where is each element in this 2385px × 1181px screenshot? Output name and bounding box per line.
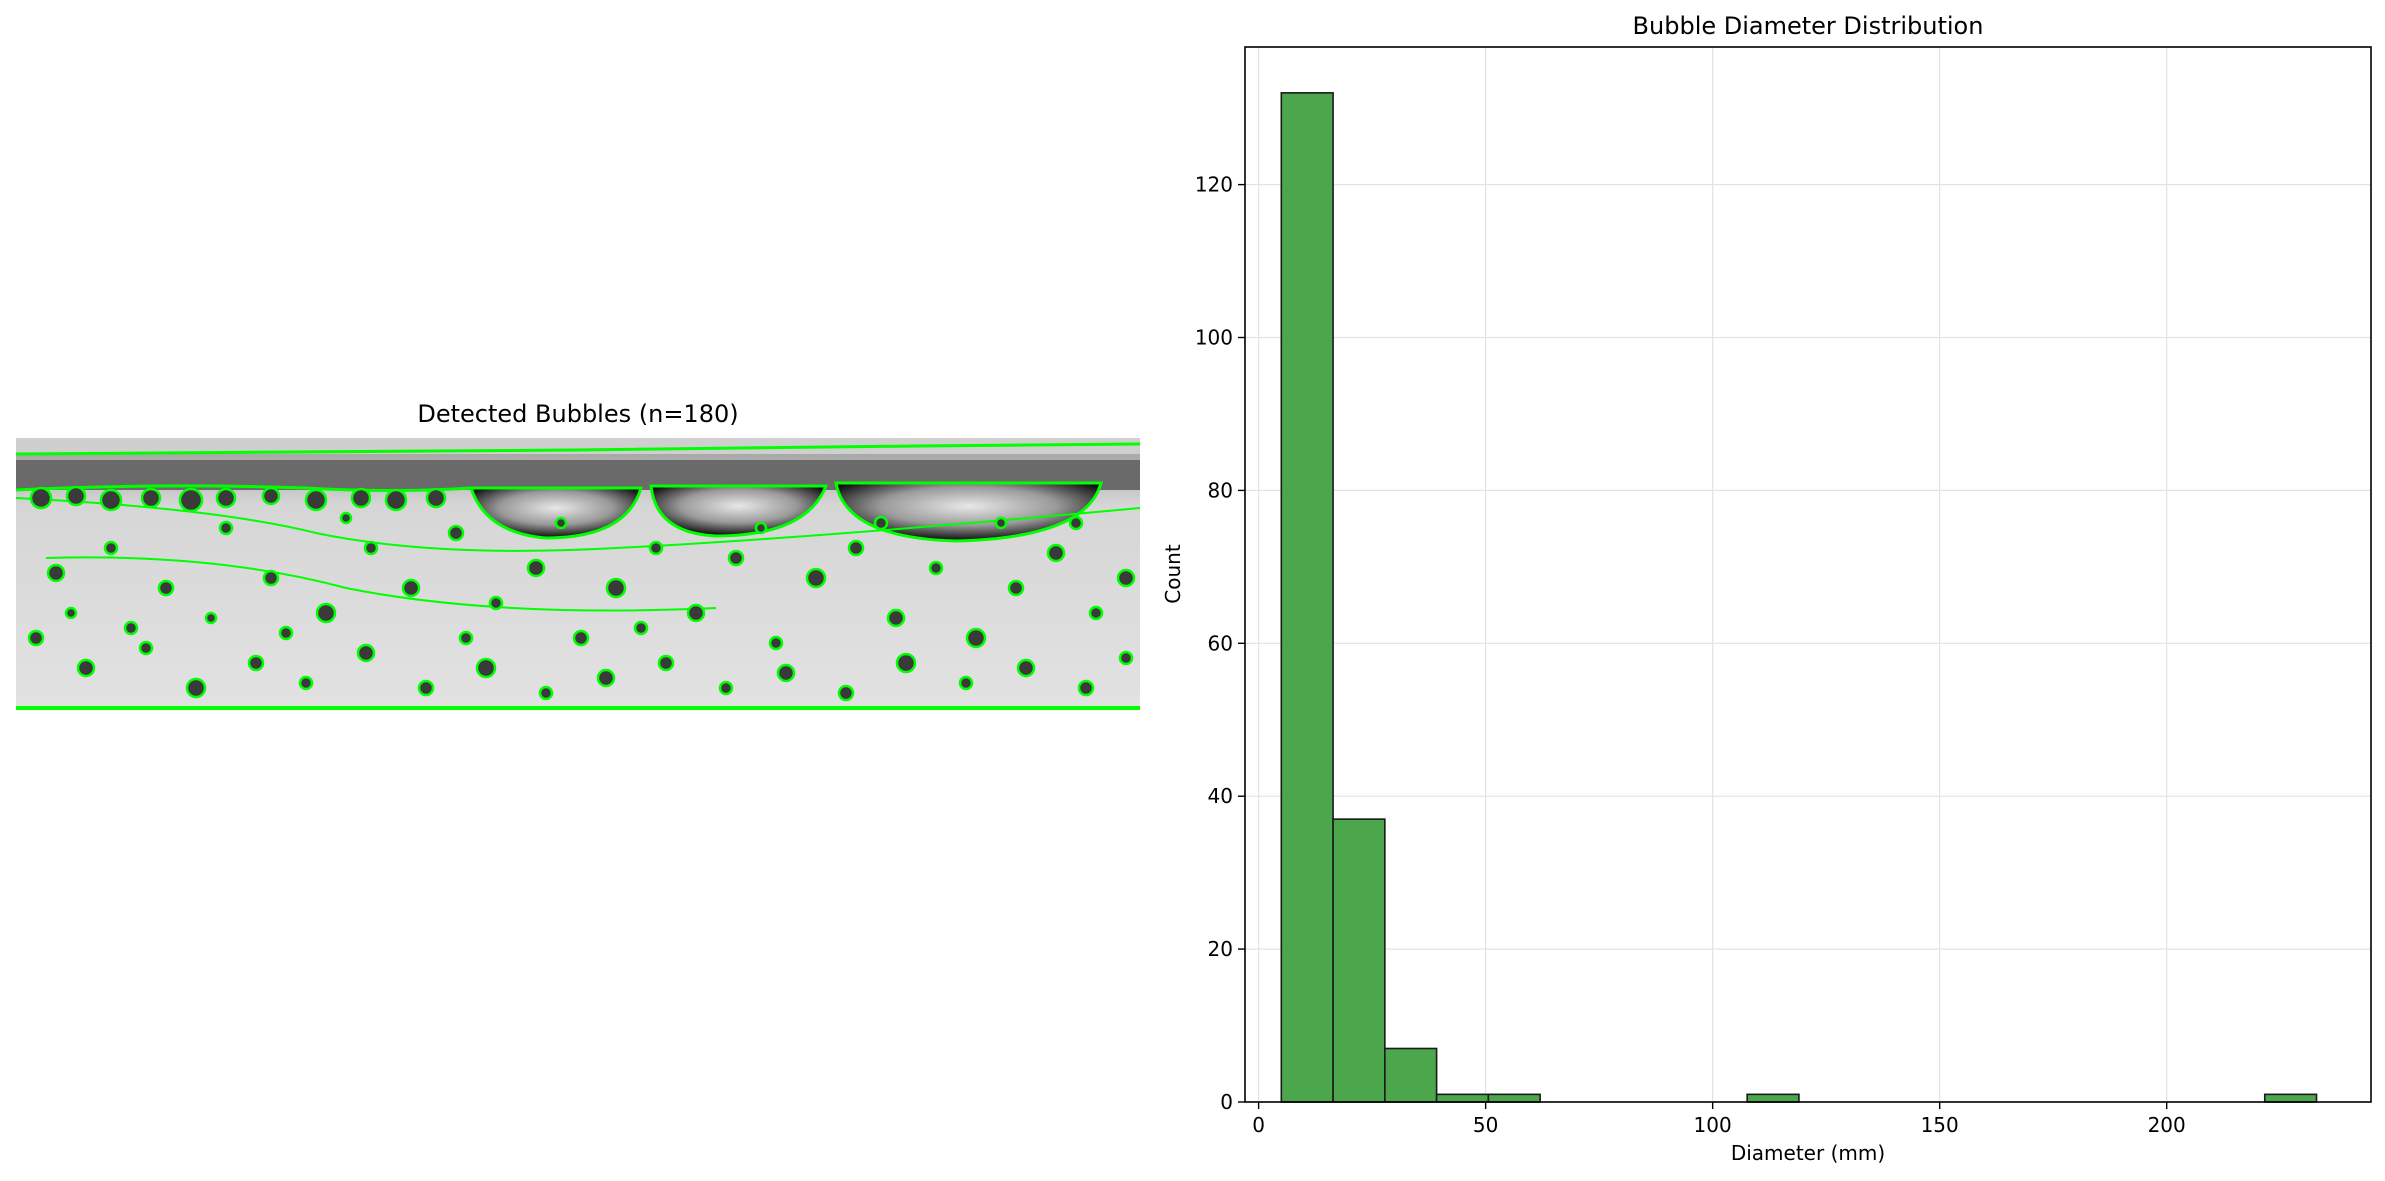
histogram-bar (1487, 1093, 1541, 1103)
histogram-bar (1280, 92, 1334, 1103)
plot-frame (1244, 46, 2372, 1103)
histogram-bar (1746, 1093, 1800, 1103)
y-axis-label: Count (1161, 544, 1185, 604)
x-axis-label: Diameter (mm) (1731, 1141, 1885, 1165)
y-tick-label: 80 (1208, 478, 1233, 502)
y-tick-label: 120 (1195, 173, 1233, 197)
y-tick-label: 20 (1208, 937, 1233, 961)
x-tick-label: 50 (1473, 1113, 1498, 1137)
histogram-bar (1384, 1047, 1438, 1103)
histogram-bar (1435, 1093, 1490, 1103)
axis-ticks: 0 50 100 150 200 0 20 40 60 80 100 120 (1195, 173, 2186, 1137)
x-tick-label: 200 (2148, 1113, 2186, 1137)
detected-bubbles-title: Detected Bubbles (n=180) (417, 400, 739, 428)
grid-lines (1245, 47, 2371, 1103)
y-tick-label: 100 (1195, 326, 1233, 350)
y-tick-label: 40 (1208, 784, 1233, 808)
x-tick-label: 150 (1921, 1113, 1959, 1137)
x-tick-label: 0 (1252, 1113, 1265, 1137)
x-tick-label: 100 (1694, 1113, 1732, 1137)
histogram-bar (1332, 818, 1386, 1103)
histogram-bar (2263, 1093, 2318, 1103)
y-tick-label: 60 (1208, 631, 1233, 655)
y-tick-label: 0 (1220, 1090, 1233, 1114)
chart-title: Bubble Diameter Distribution (1633, 12, 1984, 40)
histogram-bars (1280, 92, 2318, 1103)
bubble-detection-image (16, 438, 1140, 710)
